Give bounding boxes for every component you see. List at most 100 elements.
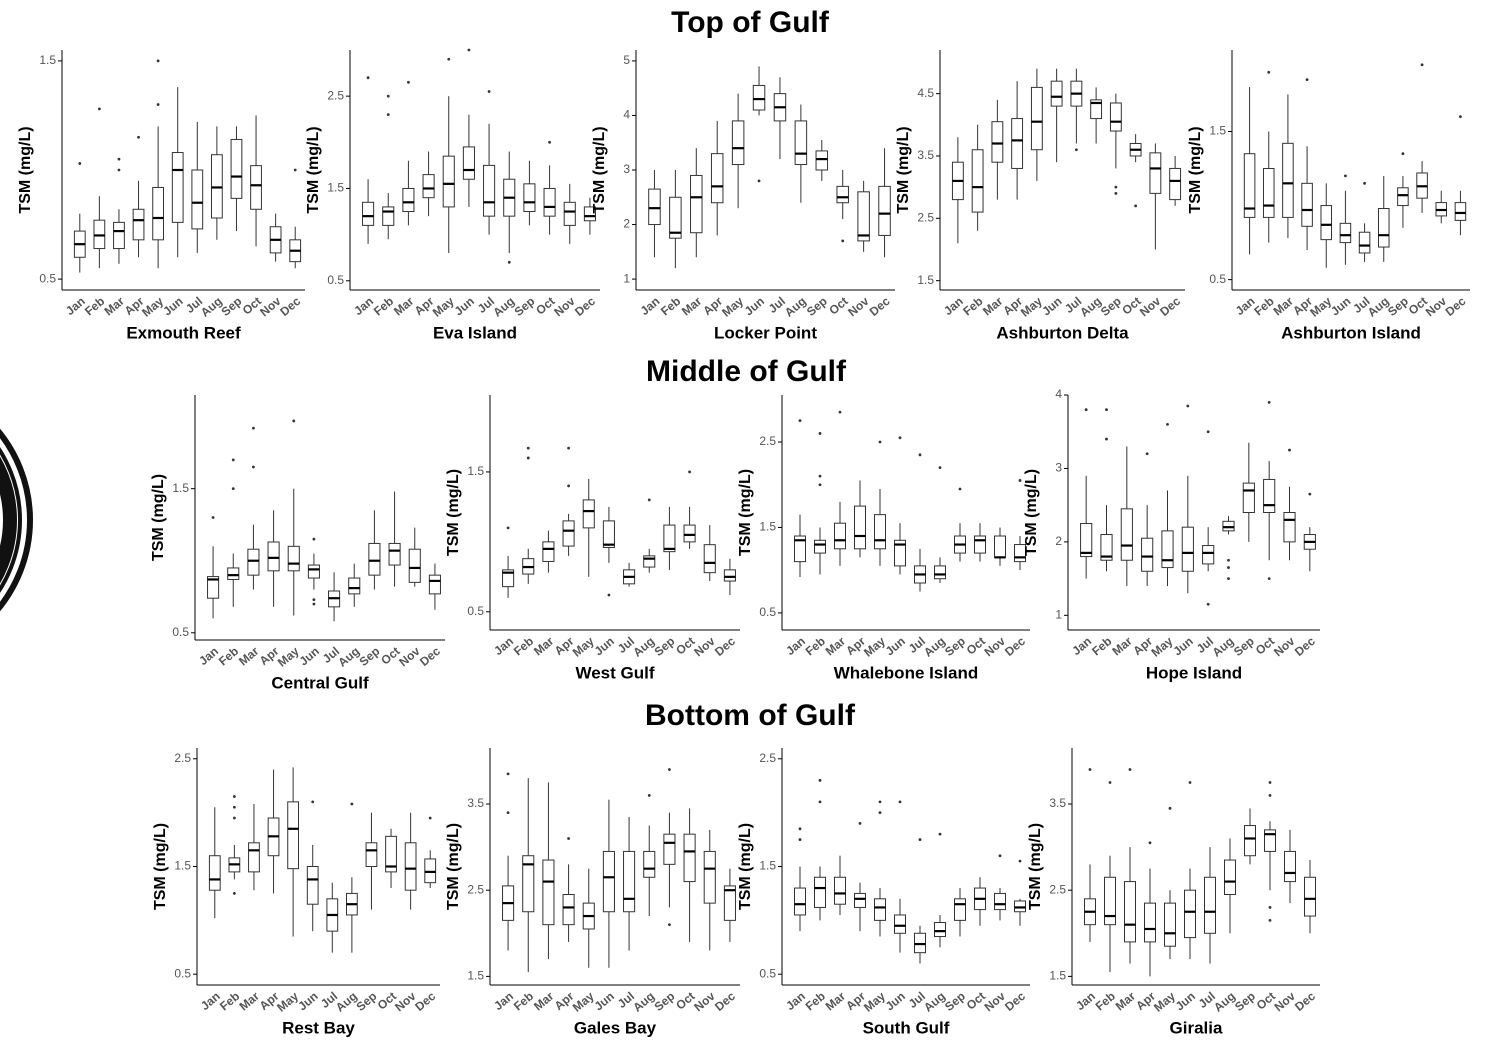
outlier [467,48,471,52]
box [442,155,455,208]
y-axis-label: TSM (mg/L) [1027,823,1044,910]
outlier [1268,918,1272,922]
box [874,898,886,921]
outlier [386,113,390,117]
box [287,801,300,870]
box [1204,876,1216,934]
outlier [231,487,235,491]
x-tick-label: Dec [1157,294,1183,319]
outlier [312,602,316,606]
y-axis-label: TSM (mg/L) [17,126,34,213]
panel-title: Ashburton Island [1281,323,1421,342]
box [991,121,1004,163]
outlier [350,802,354,806]
x-tick-label: Dec [712,989,738,1014]
outlier [1288,448,1291,452]
box [247,548,260,576]
box [894,539,906,567]
box [583,206,596,222]
y-tick-label: 0.5 [1209,272,1226,286]
decor-ring [0,428,33,612]
y-tick-label: 0.5 [174,966,191,980]
box [1202,545,1215,565]
decor-ring [0,456,17,584]
outlier [878,440,882,444]
outlier [1088,768,1092,771]
outlier [293,168,297,172]
box [703,544,716,574]
outlier [818,432,822,435]
box [483,164,496,217]
box [1243,153,1256,218]
y-tick-label: 2.5 [759,434,776,448]
outlier [1108,781,1112,784]
outlier [878,811,882,815]
box [207,576,220,599]
outlier [798,419,802,423]
y-tick-label: 1.5 [1049,969,1066,983]
box [854,505,866,550]
box [1397,187,1409,207]
y-tick-label: 3.5 [917,148,934,162]
box [815,150,829,171]
box [1011,118,1024,169]
y-tick-label: 2.5 [467,882,484,896]
outlier [668,923,671,927]
outlier [688,470,691,474]
box [362,201,375,226]
box [602,520,615,548]
box [408,548,421,583]
box [1050,80,1063,107]
box [683,833,696,883]
box [974,535,986,554]
box [385,835,397,873]
box [1144,902,1156,943]
box [428,574,441,595]
outlier [506,772,510,776]
y-tick-label: 3.5 [1049,796,1066,810]
y-tick-label: 4.5 [917,86,934,100]
outlier [252,426,255,430]
y-tick-label: 0.5 [172,625,189,639]
box [152,186,165,241]
box [874,514,886,550]
outlier [567,484,570,488]
y-tick-label: 4 [623,108,630,122]
x-tick-label: Dec [1443,294,1469,319]
box [643,850,656,878]
x-tick-label: Dec [1292,989,1318,1014]
outlier [938,832,942,836]
box [1104,876,1116,926]
panel-title: Rest Bay [282,1018,355,1037]
outlier [1305,78,1309,82]
outlier [1128,768,1132,771]
outlier [1363,181,1366,185]
outlier [1206,430,1210,434]
y-axis-label: TSM (mg/L) [1023,469,1040,556]
box [1090,99,1103,120]
box [542,541,555,562]
box [648,188,661,226]
box [934,565,946,580]
outlier [607,593,611,597]
y-axis-label: TSM (mg/L) [591,126,608,213]
outlier [156,103,160,106]
box [663,833,676,865]
box [191,169,204,230]
y-tick-label: 1 [1055,607,1062,621]
outlier [78,162,82,165]
y-tick-label: 2.5 [759,751,776,765]
outlier [1227,566,1230,569]
box [523,183,536,213]
y-tick-label: 0.5 [327,273,344,287]
x-tick-label: Dec [1002,634,1028,659]
outlier [312,537,316,541]
box [814,876,826,908]
outlier [1084,408,1088,412]
outlier [757,179,761,183]
y-axis-label: TSM (mg/L) [152,823,169,910]
outlier [838,410,842,414]
outlier [1268,906,1272,909]
